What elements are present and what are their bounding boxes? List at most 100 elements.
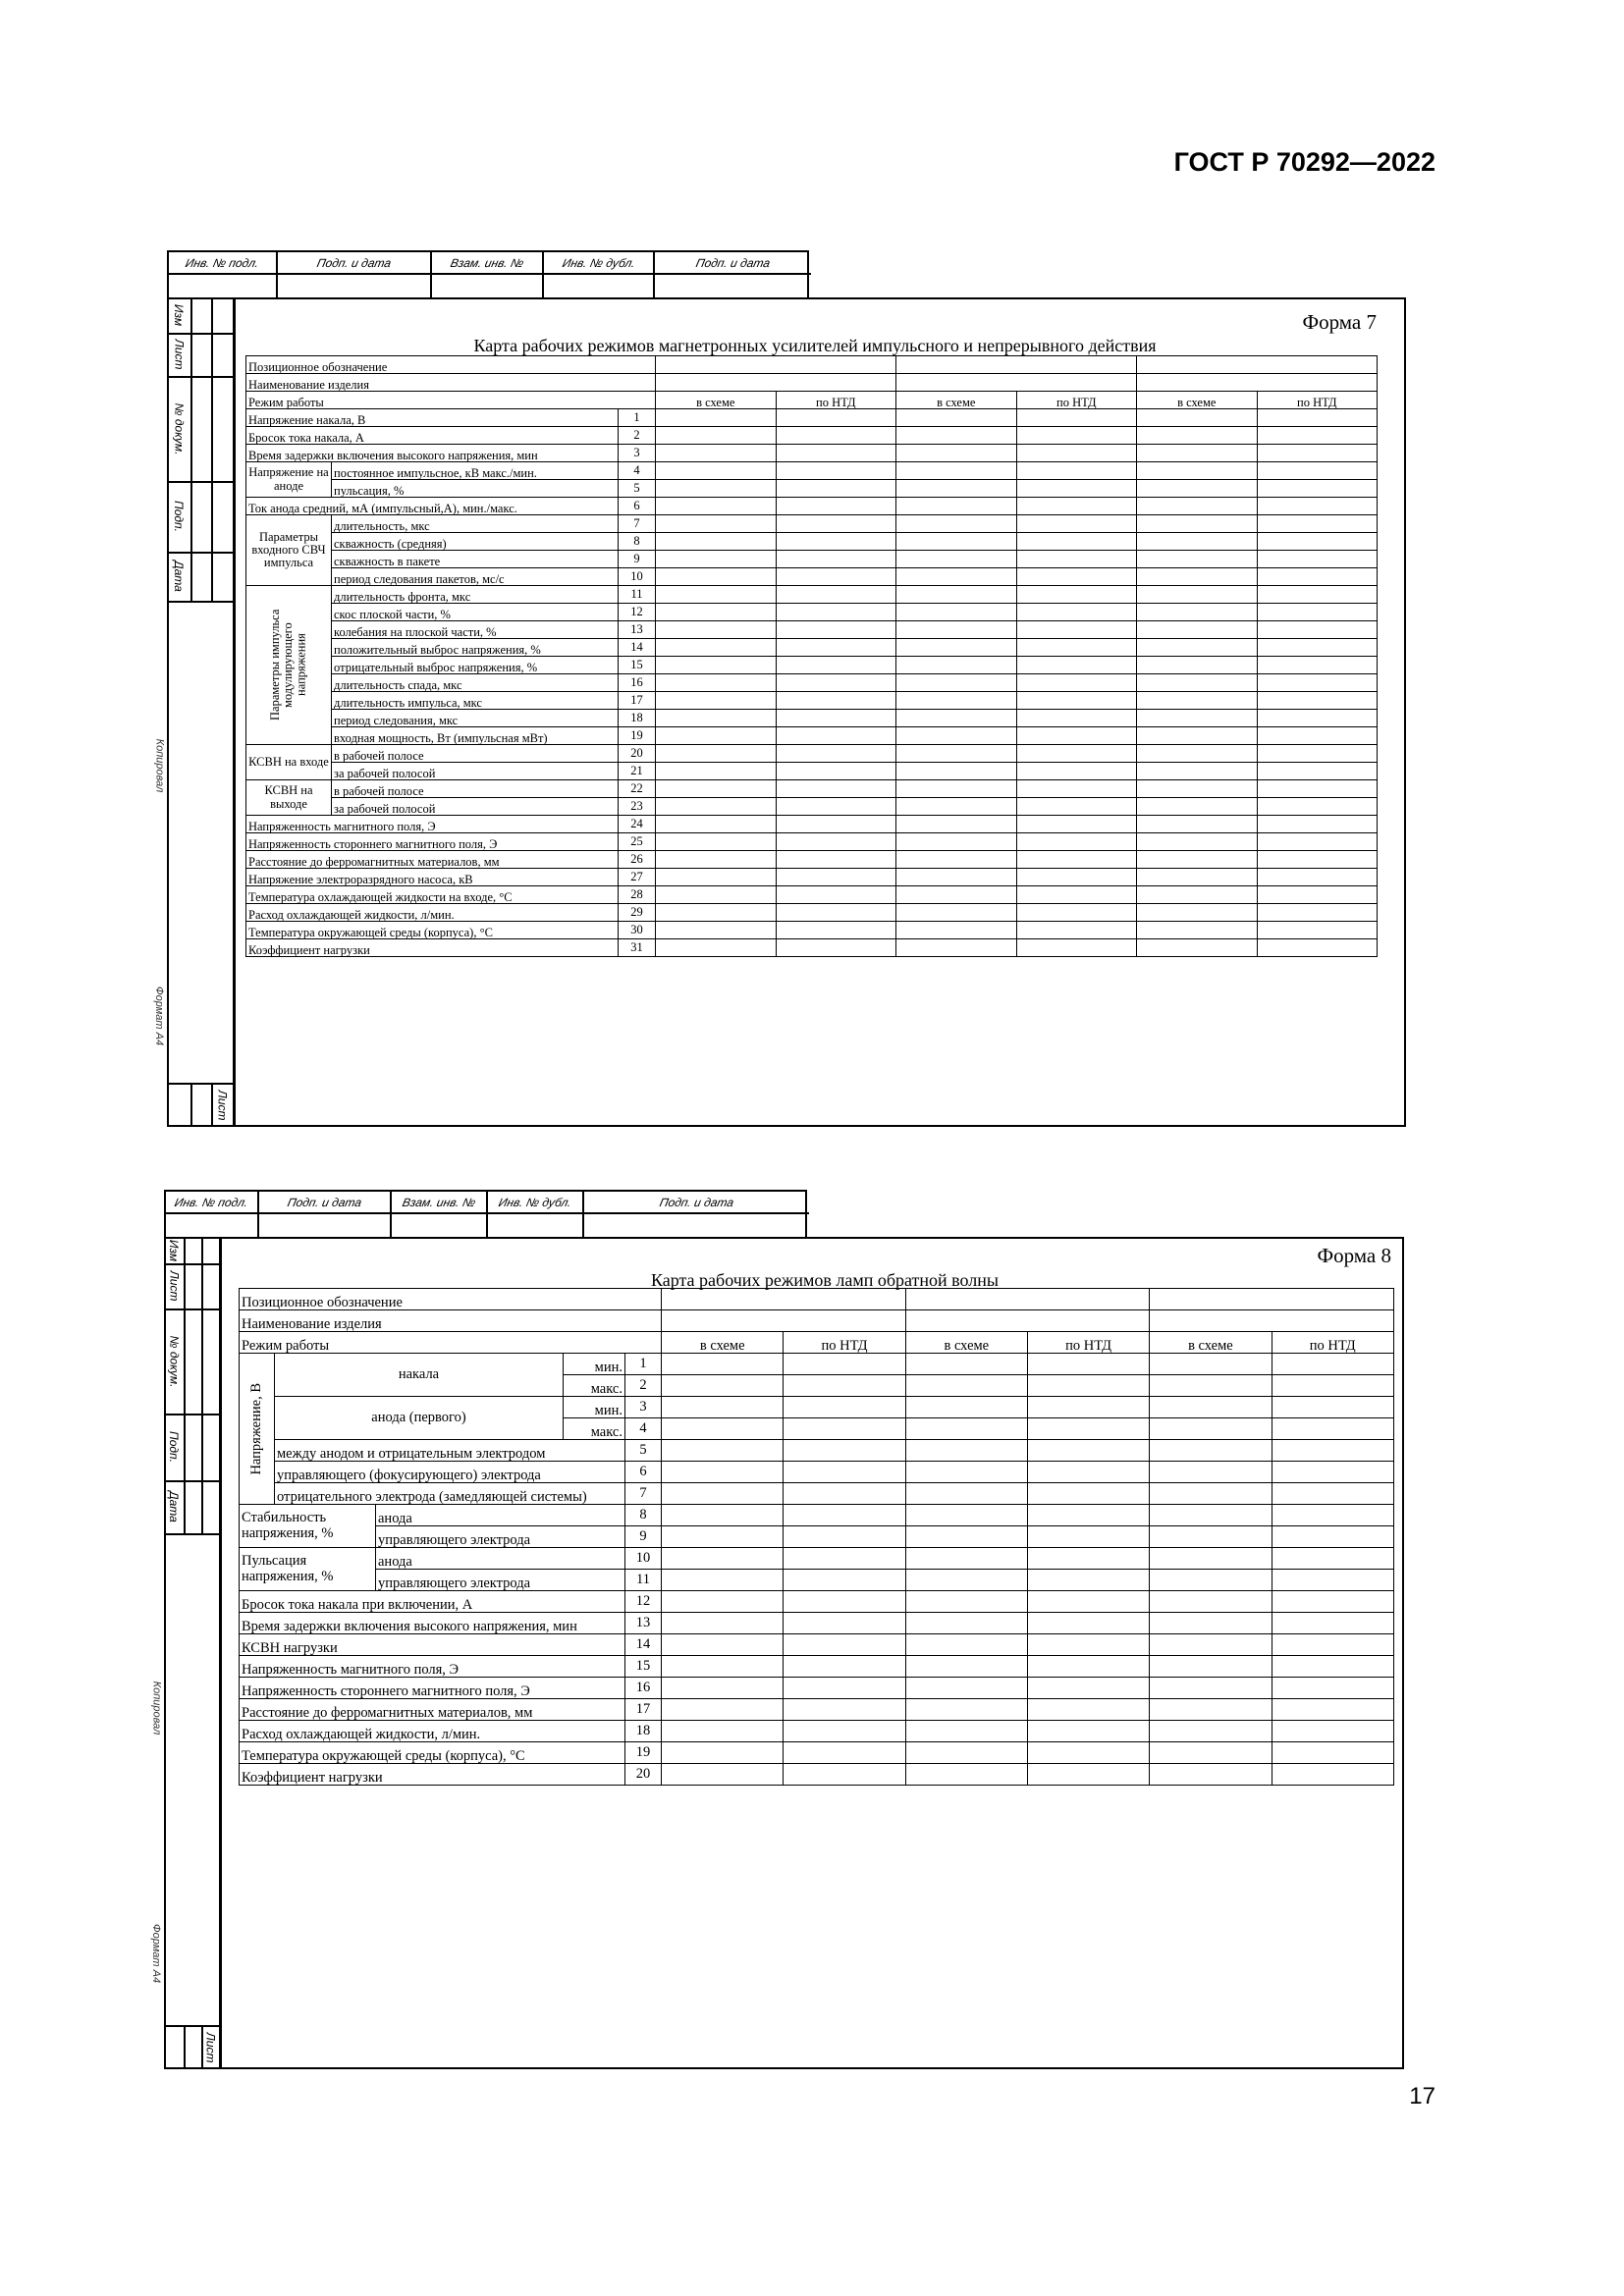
value-cell[interactable] — [775, 709, 896, 727]
value-cell[interactable] — [895, 921, 1017, 939]
value-cell[interactable] — [1136, 762, 1258, 780]
value-cell[interactable] — [661, 1590, 785, 1613]
value-cell[interactable] — [1015, 762, 1137, 780]
value-cell[interactable] — [1149, 1439, 1272, 1462]
value-cell[interactable] — [1256, 514, 1378, 533]
value-cell[interactable] — [1149, 1374, 1272, 1397]
value-cell[interactable] — [1149, 1396, 1272, 1418]
value-cell[interactable] — [1026, 1612, 1151, 1634]
value-cell[interactable] — [1256, 921, 1378, 939]
value-cell[interactable] — [775, 726, 896, 745]
value-cell[interactable] — [1136, 550, 1258, 568]
value-cell[interactable] — [1026, 1741, 1151, 1764]
value-cell[interactable] — [895, 603, 1017, 621]
value-cell[interactable] — [895, 408, 1017, 427]
value-cell[interactable] — [1136, 373, 1378, 392]
value-cell[interactable] — [1015, 532, 1137, 551]
value-cell[interactable] — [1015, 938, 1137, 957]
value-cell[interactable] — [655, 373, 896, 392]
value-cell[interactable] — [1149, 1417, 1272, 1440]
value-cell[interactable] — [904, 1763, 1028, 1786]
value-cell[interactable] — [1136, 532, 1258, 551]
value-cell[interactable] — [1256, 885, 1378, 904]
value-cell[interactable] — [1136, 567, 1258, 586]
value-cell[interactable] — [1256, 585, 1378, 604]
value-cell[interactable] — [775, 921, 896, 939]
value-cell[interactable] — [1149, 1590, 1272, 1613]
value-cell[interactable] — [895, 815, 1017, 833]
value-cell[interactable] — [775, 762, 896, 780]
value-cell[interactable] — [775, 656, 896, 674]
value-cell[interactable] — [655, 832, 777, 851]
value-cell[interactable] — [1136, 744, 1258, 763]
value-cell[interactable] — [775, 779, 896, 798]
value-cell[interactable] — [895, 532, 1017, 551]
value-cell[interactable] — [775, 744, 896, 763]
value-cell[interactable] — [783, 1612, 906, 1634]
value-cell[interactable] — [904, 1633, 1028, 1656]
value-cell[interactable] — [1136, 497, 1258, 515]
value-cell[interactable] — [1015, 408, 1137, 427]
value-cell[interactable] — [655, 691, 777, 710]
value-cell[interactable] — [1256, 426, 1378, 445]
value-cell[interactable] — [661, 1741, 785, 1764]
value-cell[interactable] — [1136, 603, 1258, 621]
value-cell[interactable] — [775, 815, 896, 833]
value-cell[interactable] — [661, 1374, 785, 1397]
value-cell[interactable] — [783, 1396, 906, 1418]
value-cell[interactable] — [655, 850, 777, 869]
value-cell[interactable] — [1026, 1461, 1151, 1483]
value-cell[interactable] — [661, 1569, 785, 1591]
value-cell[interactable] — [661, 1288, 906, 1310]
value-cell[interactable] — [1149, 1547, 1272, 1570]
value-cell[interactable] — [783, 1374, 906, 1397]
value-cell[interactable] — [1256, 762, 1378, 780]
value-cell[interactable] — [1149, 1741, 1272, 1764]
value-cell[interactable] — [904, 1439, 1028, 1462]
value-cell[interactable] — [1149, 1763, 1272, 1786]
value-cell[interactable] — [1256, 709, 1378, 727]
value-cell[interactable] — [1256, 691, 1378, 710]
value-cell[interactable] — [895, 832, 1017, 851]
value-cell[interactable] — [904, 1353, 1028, 1375]
value-cell[interactable] — [1026, 1720, 1151, 1742]
value-cell[interactable] — [1015, 550, 1137, 568]
value-cell[interactable] — [904, 1741, 1028, 1764]
value-cell[interactable] — [655, 479, 777, 498]
value-cell[interactable] — [775, 497, 896, 515]
value-cell[interactable] — [1136, 638, 1258, 657]
value-cell[interactable] — [1015, 797, 1137, 816]
value-cell[interactable] — [1256, 779, 1378, 798]
value-cell[interactable] — [1149, 1353, 1272, 1375]
value-cell[interactable] — [655, 620, 777, 639]
value-cell[interactable] — [775, 850, 896, 869]
value-cell[interactable] — [1271, 1569, 1394, 1591]
value-cell[interactable] — [1015, 885, 1137, 904]
value-cell[interactable] — [783, 1353, 906, 1375]
value-cell[interactable] — [1256, 497, 1378, 515]
value-cell[interactable] — [1271, 1698, 1394, 1721]
value-cell[interactable] — [895, 691, 1017, 710]
value-cell[interactable] — [1026, 1677, 1151, 1699]
value-cell[interactable] — [775, 620, 896, 639]
value-cell[interactable] — [1149, 1288, 1394, 1310]
value-cell[interactable] — [1026, 1698, 1151, 1721]
value-cell[interactable] — [1136, 444, 1258, 462]
value-cell[interactable] — [904, 1288, 1151, 1310]
value-cell[interactable] — [655, 408, 777, 427]
value-cell[interactable] — [1015, 426, 1137, 445]
value-cell[interactable] — [1271, 1763, 1394, 1786]
value-cell[interactable] — [1136, 514, 1258, 533]
value-cell[interactable] — [655, 797, 777, 816]
value-cell[interactable] — [1015, 461, 1137, 480]
value-cell[interactable] — [655, 567, 777, 586]
value-cell[interactable] — [1271, 1633, 1394, 1656]
value-cell[interactable] — [895, 355, 1137, 374]
value-cell[interactable] — [1136, 938, 1258, 957]
value-cell[interactable] — [1256, 656, 1378, 674]
value-cell[interactable] — [904, 1461, 1028, 1483]
value-cell[interactable] — [1256, 850, 1378, 869]
value-cell[interactable] — [775, 426, 896, 445]
value-cell[interactable] — [655, 762, 777, 780]
value-cell[interactable] — [1149, 1504, 1272, 1526]
